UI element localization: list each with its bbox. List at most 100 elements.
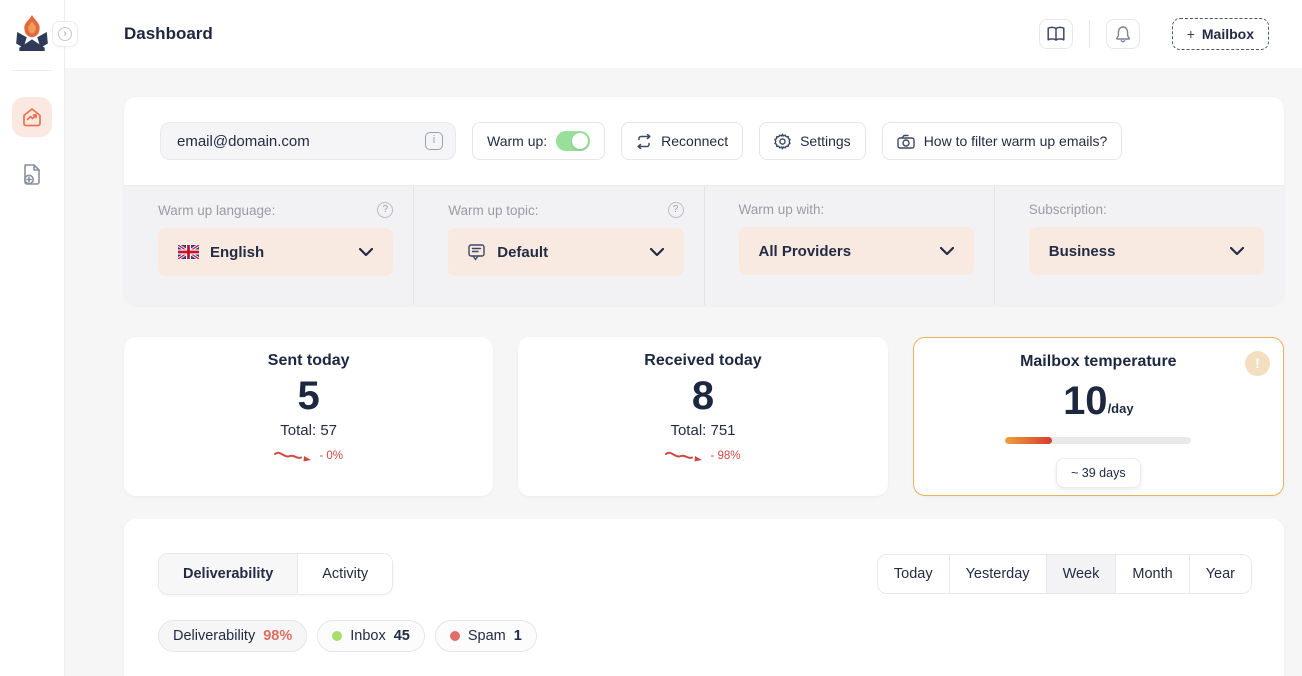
trend-down-icon bbox=[665, 451, 703, 462]
file-plus-icon bbox=[24, 164, 40, 185]
chip-value: 98% bbox=[263, 628, 293, 644]
home-trend-icon bbox=[23, 108, 41, 127]
email-value: email@domain.com bbox=[177, 132, 310, 150]
range-year[interactable]: Year bbox=[1188, 555, 1251, 593]
sent-today-card: Sent today 5 Total: 57 - 0% bbox=[124, 337, 494, 496]
gear-icon bbox=[774, 133, 791, 149]
chip-value: 1 bbox=[513, 628, 522, 644]
flame-mail-logo bbox=[16, 15, 48, 51]
howto-filter-button[interactable]: How to filter warm up emails? bbox=[881, 122, 1123, 160]
legend-chips: Deliverability 98% Inbox 45 Spam 1 bbox=[124, 595, 1284, 652]
stat-title: Sent today bbox=[267, 352, 350, 369]
language-select[interactable]: English bbox=[158, 228, 394, 276]
chevron-down-icon bbox=[939, 247, 954, 255]
spam-dot-icon bbox=[449, 631, 460, 641]
video-camera-icon bbox=[896, 134, 915, 149]
help-icon[interactable]: ? bbox=[667, 202, 684, 218]
range-selector: Today Yesterday Week Month Year bbox=[876, 554, 1252, 594]
stats-row: Sent today 5 Total: 57 - 0% Received tod… bbox=[124, 337, 1284, 496]
subscription-select[interactable]: Business bbox=[1028, 227, 1264, 275]
add-mailbox-button[interactable]: + Mailbox bbox=[1171, 18, 1269, 50]
settings-label: Settings bbox=[800, 133, 851, 149]
trend-value: - 0% bbox=[319, 449, 343, 462]
settings-button[interactable]: Settings bbox=[759, 122, 866, 160]
mailbox-temperature-card: Mailbox temperature ! 10 /day ~ 39 days bbox=[912, 337, 1284, 496]
chevron-down-icon bbox=[649, 248, 664, 256]
plus-icon: + bbox=[1186, 26, 1195, 42]
stat-value: 5 bbox=[297, 374, 320, 418]
tab-deliverability[interactable]: Deliverability bbox=[159, 554, 299, 594]
alert-icon[interactable]: ! bbox=[1244, 351, 1270, 376]
notifications-button[interactable] bbox=[1105, 19, 1140, 49]
stat-title: Received today bbox=[644, 352, 762, 369]
chip-deliverability[interactable]: Deliverability 98% bbox=[158, 620, 308, 652]
stat-total: Total: 751 bbox=[670, 422, 736, 439]
chevron-down-icon bbox=[359, 248, 374, 256]
warmup-toggle-group: Warm up: bbox=[472, 122, 606, 160]
sidebar-item-dashboard[interactable] bbox=[12, 97, 52, 137]
range-month[interactable]: Month bbox=[1115, 555, 1189, 593]
content: email@domain.com i Warm up: bbox=[65, 68, 1302, 676]
sidebar-item-add-mailbox[interactable] bbox=[12, 155, 52, 195]
header-actions: + Mailbox bbox=[1038, 18, 1269, 50]
chevron-right-icon: › bbox=[58, 27, 72, 41]
chip-label: Deliverability bbox=[173, 628, 256, 644]
filter-topic: Warm up topic: ? Default bbox=[413, 186, 703, 305]
temperature-unit: /day bbox=[1107, 401, 1134, 416]
trend-row: - 0% bbox=[124, 448, 493, 463]
language-value: English bbox=[210, 243, 265, 261]
filter-language: Warm up language: ? English bbox=[124, 186, 413, 305]
filter-providers: Warm up with: All Providers bbox=[703, 186, 994, 305]
chip-label: Inbox bbox=[350, 628, 386, 644]
reconnect-icon bbox=[637, 133, 651, 149]
docs-button[interactable] bbox=[1038, 19, 1073, 49]
language-label: Warm up language: bbox=[158, 202, 276, 218]
sidebar: › bbox=[0, 0, 78, 676]
received-today-card: Received today 8 Total: 751 - 98% bbox=[518, 337, 888, 496]
chip-spam[interactable]: Spam 1 bbox=[434, 620, 537, 652]
help-icon[interactable]: ? bbox=[377, 202, 394, 218]
filter-band: Warm up language: ? English bbox=[124, 185, 1284, 305]
range-week[interactable]: Week bbox=[1045, 555, 1116, 593]
subscription-value: Business bbox=[1048, 242, 1116, 260]
uk-flag-icon bbox=[178, 245, 199, 259]
stat-total: Total: 57 bbox=[280, 422, 338, 439]
range-yesterday[interactable]: Yesterday bbox=[948, 555, 1046, 593]
bell-icon bbox=[1115, 26, 1130, 43]
range-today[interactable]: Today bbox=[877, 555, 949, 593]
temperature-eta-badge[interactable]: ~ 39 days bbox=[1056, 458, 1141, 488]
providers-value: All Providers bbox=[758, 242, 852, 260]
header-divider bbox=[1088, 20, 1090, 48]
email-field[interactable]: email@domain.com i bbox=[160, 122, 456, 160]
inbox-dot-icon bbox=[332, 631, 343, 641]
warmup-label: Warm up: bbox=[487, 133, 548, 149]
panel-tabs: Deliverability Activity bbox=[158, 553, 394, 595]
topic-label: Warm up topic: bbox=[448, 202, 539, 218]
reconnect-button[interactable]: Reconnect bbox=[621, 122, 744, 160]
howto-label: How to filter warm up emails? bbox=[923, 133, 1108, 149]
page-title: Dashboard bbox=[124, 24, 213, 43]
topic-select[interactable]: Default bbox=[448, 228, 684, 276]
chat-icon bbox=[468, 243, 485, 260]
topic-value: Default bbox=[497, 243, 549, 261]
info-icon[interactable]: i bbox=[425, 132, 443, 150]
stat-title: Mailbox temperature bbox=[1020, 353, 1177, 370]
chip-inbox[interactable]: Inbox 45 bbox=[317, 620, 425, 652]
trend-down-icon bbox=[274, 451, 312, 462]
analytics-panel: Deliverability Activity Today Yesterday … bbox=[124, 519, 1284, 676]
book-icon bbox=[1047, 26, 1065, 41]
subscription-label: Subscription: bbox=[1028, 202, 1107, 217]
providers-label: Warm up with: bbox=[738, 202, 825, 217]
chip-value: 45 bbox=[393, 628, 410, 644]
trend-value: - 98% bbox=[710, 449, 741, 462]
reconnect-label: Reconnect bbox=[661, 133, 729, 149]
warmup-toggle[interactable] bbox=[556, 131, 591, 151]
sidebar-collapse-button[interactable]: › bbox=[52, 21, 78, 47]
providers-select[interactable]: All Providers bbox=[738, 227, 974, 275]
trend-row: - 98% bbox=[518, 448, 887, 463]
tab-activity[interactable]: Activity bbox=[298, 554, 393, 594]
toggle-knob bbox=[572, 133, 589, 149]
add-mailbox-label: Mailbox bbox=[1201, 26, 1254, 42]
temperature-progress-fill bbox=[1005, 437, 1052, 444]
